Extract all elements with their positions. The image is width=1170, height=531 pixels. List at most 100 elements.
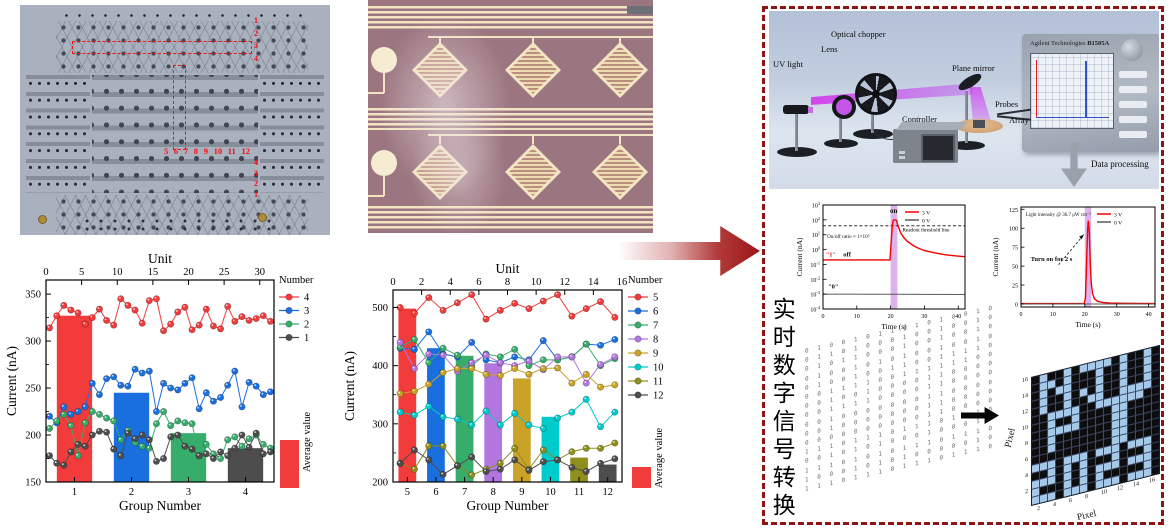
svg-text:4: 4 bbox=[243, 487, 249, 498]
svg-text:3 V: 3 V bbox=[922, 211, 930, 217]
pixel-map-xtick: 14 bbox=[1133, 481, 1139, 489]
svg-text:Number: Number bbox=[279, 275, 314, 286]
row2-contact-pad bbox=[371, 150, 397, 176]
svg-text:Light intensity @ 36.7 μW cm⁻²: Light intensity @ 36.7 μW cm⁻² bbox=[1026, 212, 1092, 218]
controller-label: Controller bbox=[902, 114, 937, 124]
svg-text:Number: Number bbox=[628, 275, 663, 286]
svg-text:Current (nA): Current (nA) bbox=[342, 351, 357, 421]
row2-stub-1 bbox=[439, 134, 441, 144]
array-label: Array bbox=[1009, 115, 1029, 125]
uv-lamp-tip bbox=[808, 106, 813, 113]
svg-text:8: 8 bbox=[505, 277, 510, 288]
svg-text:250: 250 bbox=[25, 384, 41, 395]
uv-light-label: UV light bbox=[773, 59, 803, 69]
svg-text:103: 103 bbox=[812, 201, 820, 210]
svg-text:20: 20 bbox=[888, 314, 894, 320]
svg-text:20: 20 bbox=[1082, 312, 1088, 318]
uv-stand-stem bbox=[795, 111, 798, 151]
svg-text:6: 6 bbox=[476, 277, 481, 288]
svg-text:Time (s): Time (s) bbox=[881, 322, 907, 331]
svg-text:75: 75 bbox=[1012, 246, 1018, 252]
instrument-button-1 bbox=[1119, 71, 1147, 78]
photo-annotation-number: 2 bbox=[253, 27, 259, 38]
svg-text:10: 10 bbox=[545, 487, 556, 498]
row1-stub-3 bbox=[619, 36, 621, 44]
row1-interdigitated-device-3 bbox=[592, 42, 648, 98]
optical-chopper-icon bbox=[855, 73, 897, 115]
pixel-map-xtick: 12 bbox=[1117, 485, 1123, 493]
pixel-cell bbox=[1096, 480, 1103, 489]
pixel-map-panel: 2 2 4 4 6 6 8 8 10 10 12 12 14 14 16 16 Pixel Pixel bbox=[1001, 335, 1161, 523]
pixel-map-xtick: 10 bbox=[1101, 489, 1107, 497]
column-highlight-box bbox=[173, 65, 186, 150]
svg-text:2: 2 bbox=[129, 487, 134, 498]
pixel-map-xtick: 16 bbox=[1149, 477, 1155, 485]
photo-annotation-number: 5 bbox=[164, 146, 169, 156]
svg-text:8: 8 bbox=[491, 487, 496, 498]
pixel-cell bbox=[1048, 492, 1055, 501]
pixel-cell bbox=[1128, 472, 1135, 481]
svg-text:300: 300 bbox=[25, 337, 41, 348]
svg-text:500: 500 bbox=[372, 303, 388, 314]
svg-text:8: 8 bbox=[653, 335, 658, 346]
photo-top-array bbox=[56, 21, 308, 73]
photo-annotation-number: 8 bbox=[193, 146, 199, 156]
svg-text:Group Number: Group Number bbox=[466, 498, 549, 513]
controller-button-1 bbox=[899, 151, 905, 154]
electrode-bus-stripes-middle bbox=[368, 108, 653, 130]
row1-interdigitated-device-1 bbox=[412, 42, 468, 98]
svg-text:10: 10 bbox=[531, 277, 542, 288]
svg-text:12: 12 bbox=[602, 487, 613, 498]
svg-text:100: 100 bbox=[812, 246, 820, 255]
svg-text:9: 9 bbox=[653, 349, 658, 360]
svg-text:Unit: Unit bbox=[148, 251, 172, 266]
row1-stub-1 bbox=[439, 36, 441, 44]
svg-text:10-1: 10-1 bbox=[810, 260, 820, 269]
svg-text:10: 10 bbox=[653, 363, 664, 374]
pixel-cell bbox=[1112, 476, 1119, 485]
photo-annotation-number: 4 bbox=[253, 52, 259, 63]
controller-screen bbox=[921, 134, 955, 162]
pixel-map-skewed: 2 2 4 4 6 6 8 8 10 10 12 12 14 14 16 16 bbox=[1022, 344, 1160, 513]
svg-text:10-4: 10-4 bbox=[810, 305, 820, 314]
screen-baseline-trace bbox=[1035, 117, 1109, 119]
row1-stub-2 bbox=[532, 36, 534, 44]
svg-text:15: 15 bbox=[148, 267, 159, 278]
svg-text:2: 2 bbox=[304, 320, 309, 331]
photo-pad-row-top bbox=[60, 11, 312, 20]
pixel-cell bbox=[1056, 490, 1063, 499]
measurement-summary-panel: Agilent Technologies B1505A UV light Len… bbox=[762, 6, 1164, 525]
micrograph-panel bbox=[368, 0, 653, 233]
row2-pad-lead-h bbox=[368, 195, 384, 197]
pixel-map-xtick: 6 bbox=[1069, 497, 1072, 505]
lens-icon bbox=[832, 95, 856, 119]
row2-stub-2 bbox=[532, 134, 534, 144]
electrode-bus-stripes-bottom bbox=[368, 206, 653, 230]
pixel-map-xtick: 2 bbox=[1037, 505, 1040, 513]
instrument-model: B1505A bbox=[1087, 40, 1110, 47]
chopper-stand-base bbox=[853, 129, 893, 139]
measurement-setup-schematic: Agilent Technologies B1505A UV light Len… bbox=[769, 11, 1159, 189]
log-response-plot: Readout threshold line 10-4 10-3 10-2 10-1 10… bbox=[795, 201, 966, 331]
photo-annotation-number: 3 bbox=[253, 40, 259, 51]
photo-annotation-number: 10 bbox=[213, 146, 223, 156]
svg-text:Current (nA): Current (nA) bbox=[4, 346, 19, 416]
pixel-map-ytick: 4 bbox=[1025, 472, 1028, 480]
svg-text:25: 25 bbox=[1012, 284, 1018, 290]
svg-text:Time (s): Time (s) bbox=[1075, 320, 1101, 329]
svg-text:5: 5 bbox=[653, 293, 658, 304]
svg-text:40: 40 bbox=[955, 314, 961, 320]
pixel-map-xtick: 8 bbox=[1085, 493, 1088, 501]
photo-annotation-number: 1 bbox=[253, 188, 259, 199]
pixel-cell bbox=[1072, 486, 1079, 495]
mirror-stand-base bbox=[949, 141, 985, 150]
pixel-cell bbox=[1136, 470, 1143, 479]
micrograph-notch bbox=[627, 6, 653, 14]
svg-text:7: 7 bbox=[462, 487, 467, 498]
pixel-map-ytick: 12 bbox=[1022, 408, 1028, 417]
row1-interdigitated-device-2 bbox=[505, 42, 561, 98]
